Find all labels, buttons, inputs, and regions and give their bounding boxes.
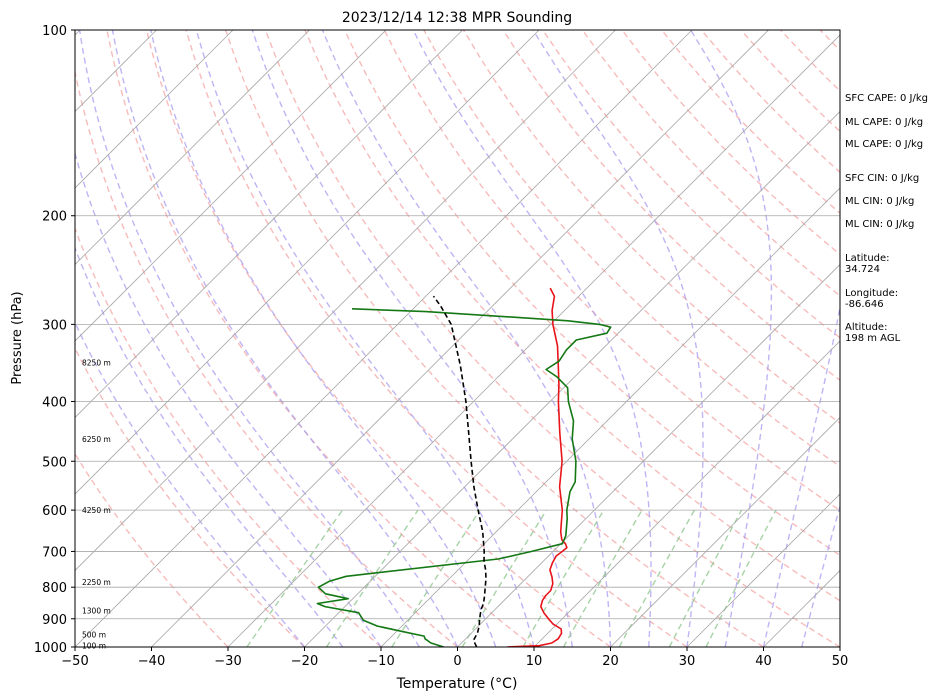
height-label: 500 m [82,631,106,640]
moist-adiabat [78,30,420,647]
moist-adiabat [195,30,535,647]
mixing-ratio-line [668,509,743,647]
dry-adiabat [75,226,382,647]
x-tick-label: 40 [755,654,772,669]
moist-adiabat [532,30,704,647]
chart-title: 2023/12/14 12:38 MPR Sounding [342,10,572,26]
isotherm [75,30,540,495]
dry-adiabat [106,30,535,647]
moist-adiabat [75,151,382,647]
isotherm [686,493,840,647]
altitude-note: Altitude: 198 m AGL [845,322,901,344]
mixing-ratio-line [522,509,605,647]
isotherm [151,30,769,647]
x-tick-label: 30 [679,654,696,669]
x-axis-ticks: −50 −40 −30 −20 −10 0 10 20 30 40 50 [61,647,848,669]
isotherm [227,34,840,647]
x-tick-label: −50 [61,654,88,669]
background-lines [0,30,840,647]
ml-cape-note: ML CAPE: 0 J/kg [845,117,924,128]
dry-adiabat [185,30,688,647]
moist-adiabat [762,303,840,647]
y-tick-label: 100 [42,24,67,39]
dry-adiabat [75,346,305,647]
y-tick-label: 800 [42,581,67,596]
dry-adiabat [423,30,840,468]
moist-adiabat [412,30,652,647]
y-axis-label: Pressure (hPa) [10,291,25,384]
x-tick-label: 50 [832,654,849,669]
x-tick-label: −30 [214,654,241,669]
height-label: 8250 m [82,359,111,368]
moist-adiabat [111,30,459,647]
sfc-cin-note: SFC CIN: 0 J/kg [845,173,920,184]
height-label: 4250 m [82,506,111,515]
mixing-ratio-line [246,509,344,647]
isotherm [75,30,310,266]
x-tick-label: −10 [367,654,394,669]
dry-adiabat [304,30,840,602]
isotherm [304,110,840,647]
y-tick-label: 1000 [34,641,67,656]
parcel-line [432,295,487,647]
mixing-ratio-line [705,509,777,647]
height-label: 2250 m [82,578,111,587]
isotherm [75,30,616,572]
dewpoint-line [316,308,612,647]
latitude-note: Latitude: 34.724 [845,253,890,275]
isotherm [533,340,840,647]
dry-adiabat [264,30,840,647]
y-tick-label: 700 [42,545,67,560]
x-tick-label: −40 [138,654,165,669]
x-tick-label: 20 [602,654,619,669]
dry-adiabat [225,30,764,647]
dry-adiabat [145,30,611,647]
dry-adiabat [343,30,840,556]
y-tick-label: 200 [42,210,67,225]
moist-adiabat [801,503,840,647]
height-labels: 8250 m 6250 m 4250 m 2250 m 1300 m 500 m 100 m [82,359,111,651]
isotherm [75,30,234,189]
dry-adiabat [75,68,458,647]
ml-cape-note-2: ML CAPE: 0 J/kg [845,139,924,150]
isotherm [0,30,4,647]
moist-adiabat [251,30,573,647]
ml-cin-note: ML CIN: 0 J/kg [845,196,915,207]
moist-adiabat [690,30,773,647]
y-tick-label: 900 [42,613,67,628]
isotherm [75,30,463,419]
dry-adiabat [75,452,229,647]
longitude-note: Longitude: -86.646 [845,288,899,310]
ml-cin-note-2: ML CIN: 0 J/kg [845,219,915,230]
y-tick-label: 300 [42,318,67,333]
height-label: 100 m [82,642,106,651]
moist-adiabat [75,246,344,647]
x-tick-label: 0 [453,654,461,669]
isotherm [75,30,387,342]
mixing-ratio-line [461,509,548,647]
x-tick-label: −20 [291,654,318,669]
profiles [316,287,612,647]
y-tick-label: 600 [42,504,67,519]
mixing-ratio-line [562,509,643,647]
plot-frame [74,29,841,648]
height-label: 6250 m [82,435,111,444]
sfc-cape-note: SFC CAPE: 0 J/kg [845,93,928,104]
moist-adiabat [150,30,497,647]
isotherm [610,416,840,647]
y-axis-ticks: 100 200 300 400 500 600 700 800 900 1000 [34,24,75,656]
dry-adiabat [383,30,840,512]
x-tick-label: 10 [526,654,543,669]
y-tick-label: 500 [42,455,67,470]
pressure-grid [75,30,840,647]
height-label: 1300 m [82,606,111,615]
isotherm [75,30,693,647]
moist-adiabat [321,30,612,647]
y-tick-label: 400 [42,395,67,410]
x-axis-label: Temperature (°C) [396,676,518,692]
